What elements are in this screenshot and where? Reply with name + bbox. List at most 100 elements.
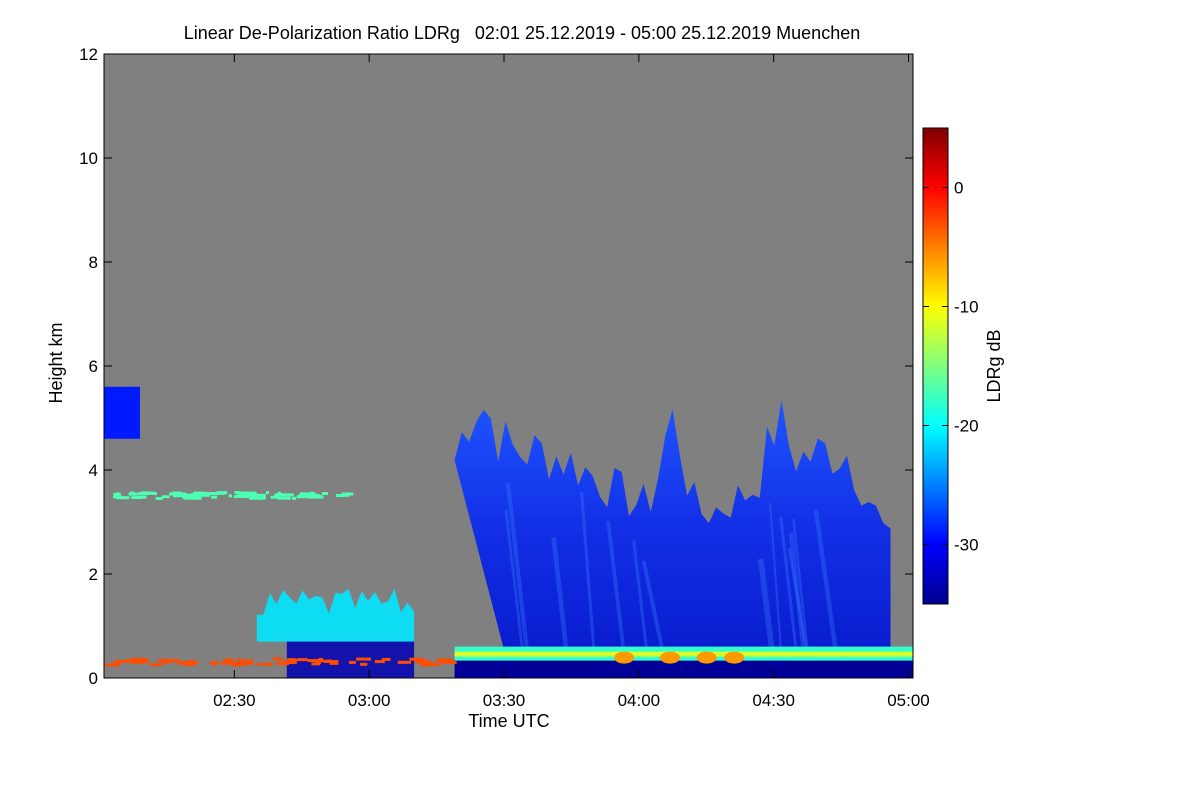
layer-segment [281,493,294,497]
layer-segment [211,495,218,499]
layer-segment [413,657,425,661]
bright-band-hotspot [614,651,635,664]
fall-streak [768,502,783,653]
layer-segment [113,661,118,665]
layer-segment [140,658,149,662]
layer-segment [137,492,151,496]
layer-segment [149,663,163,667]
layer-segment [113,492,121,496]
fall-streak [632,540,649,653]
layer-segment [250,494,259,498]
layer-segment [323,660,339,664]
layer-segment [245,491,257,495]
fall-streak [641,560,665,653]
layer-segment [234,491,241,495]
colorbar-tick-label: -30 [954,536,979,555]
layer-segment [299,492,316,496]
layer-segment [131,496,143,500]
layer-segment [317,661,321,665]
layer-segment [228,494,233,498]
x-tick-label: 04:00 [618,691,661,710]
y-axis-label: Height km [46,322,66,403]
fall-streak [606,521,626,653]
fall-streak [779,516,798,653]
y-tick-label: 0 [89,669,98,688]
colorbar-tick-label: -20 [954,417,979,436]
layer-segment [209,661,219,665]
layer-segment [276,662,290,666]
layer-segment [161,495,170,499]
layer-segment [291,496,297,500]
layer-segment [249,496,263,500]
layer-segment [243,659,254,663]
x-tick-label: 03:00 [348,691,391,710]
layer-segment [192,492,202,496]
layer-segment [356,657,372,661]
layer-segment [234,661,251,665]
layer-segment [216,491,225,495]
y-tick-label: 10 [79,149,98,168]
layer-segment [172,491,182,495]
bright-band-core [454,651,913,657]
layer-segment [436,658,452,662]
layer-segment [223,658,230,662]
layer-segment [277,491,281,495]
x-tick-label: 03:30 [483,691,526,710]
x-tick-label: 05:00 [887,691,930,710]
layer-segment [261,662,273,666]
layer-segment [127,659,134,663]
layer-segment [299,494,311,498]
layer-segment [155,496,163,500]
layer-segment [291,660,295,664]
colorbar-tick-label: 0 [954,179,963,198]
colorbar-label: LDRg dB [984,329,1004,402]
layer-segment [282,659,286,663]
bright-band-hotspot [696,651,717,664]
layer-segment [197,492,204,496]
y-tick-label: 6 [89,357,98,376]
fall-streak [579,492,596,653]
layer-segment [311,662,320,666]
layer-segment [348,660,356,664]
layer-segment [236,658,242,662]
layer-segment [220,661,237,665]
layer-segment [374,660,385,664]
layer-segment [309,491,314,495]
layer-segment [212,663,217,667]
cloud-region [104,386,140,439]
layer-segment [147,491,155,495]
layer-segment [308,495,322,499]
fall-streak [813,510,839,653]
layer-segment [151,492,157,496]
layer-segment [158,659,168,663]
layer-segment [167,658,180,662]
colorbar [922,127,949,605]
layer-segment [121,659,130,663]
x-tick-label: 04:30 [752,691,795,710]
bright-band-hotspot [724,651,745,664]
y-tick-label: 4 [89,461,98,480]
layer-segment [277,496,291,500]
layer-segment [226,658,234,662]
layer-segment [178,661,190,665]
layer-segment [332,661,338,665]
layer-segment [232,663,240,667]
layer-segment [321,492,329,496]
y-axis: 0 2 4 6 8 10 12 [79,45,913,688]
layer-segment [187,660,199,664]
low-cloud-region [256,588,415,642]
fall-streak [789,532,806,653]
layer-segment [274,495,281,499]
cloud-region [454,400,891,652]
layer-segment [397,660,412,664]
layer-segment [130,657,147,661]
x-axis-label: Time UTC [468,711,549,731]
chart-title: Linear De-Polarization Ratio LDRg 02:01 … [184,23,860,43]
layer-segment [202,492,217,496]
layer-segment [423,662,434,666]
layer-segment [344,493,350,497]
layer-segment [260,496,266,500]
layer-segment [296,658,308,662]
layer-segment [252,495,256,499]
